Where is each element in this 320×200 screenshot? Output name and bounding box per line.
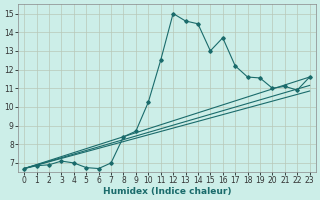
X-axis label: Humidex (Indice chaleur): Humidex (Indice chaleur): [103, 187, 231, 196]
